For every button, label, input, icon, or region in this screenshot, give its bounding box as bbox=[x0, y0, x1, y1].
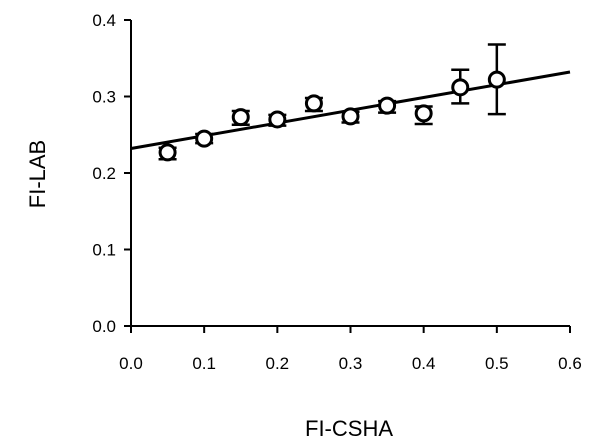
data-point bbox=[304, 94, 323, 113]
data-point bbox=[268, 110, 287, 129]
x-tick-label: 0.3 bbox=[339, 354, 363, 373]
data-point bbox=[341, 107, 360, 126]
y-tick-label: 0.4 bbox=[92, 11, 116, 30]
data-point bbox=[414, 104, 433, 123]
x-tick-label: 0.0 bbox=[119, 354, 143, 373]
data-points bbox=[158, 70, 506, 162]
data-point bbox=[378, 96, 397, 115]
x-tick-label: 0.2 bbox=[266, 354, 290, 373]
data-point bbox=[231, 108, 250, 127]
axes: 0.0 0.1 0.2 0.3 0.4 0.5 0.6 0.0 0.1 0.2 0.3 0.4 bbox=[92, 11, 581, 373]
y-tick-label: 0.3 bbox=[92, 88, 116, 107]
x-axis-title: FI-CSHA bbox=[305, 416, 393, 441]
x-tick-label: 0.5 bbox=[485, 354, 509, 373]
x-tick-label: 0.6 bbox=[558, 354, 582, 373]
x-tick-label: 0.4 bbox=[412, 354, 436, 373]
y-tick-label: 0.1 bbox=[92, 241, 116, 260]
y-axis-title: FI-LAB bbox=[25, 140, 50, 208]
data-point bbox=[487, 70, 506, 89]
x-tick-label: 0.1 bbox=[192, 354, 216, 373]
data-point bbox=[158, 143, 177, 162]
y-tick-label: 0.2 bbox=[92, 164, 116, 183]
y-tick-label: 0.0 bbox=[92, 317, 116, 336]
data-point bbox=[451, 78, 470, 97]
data-point bbox=[195, 129, 214, 148]
